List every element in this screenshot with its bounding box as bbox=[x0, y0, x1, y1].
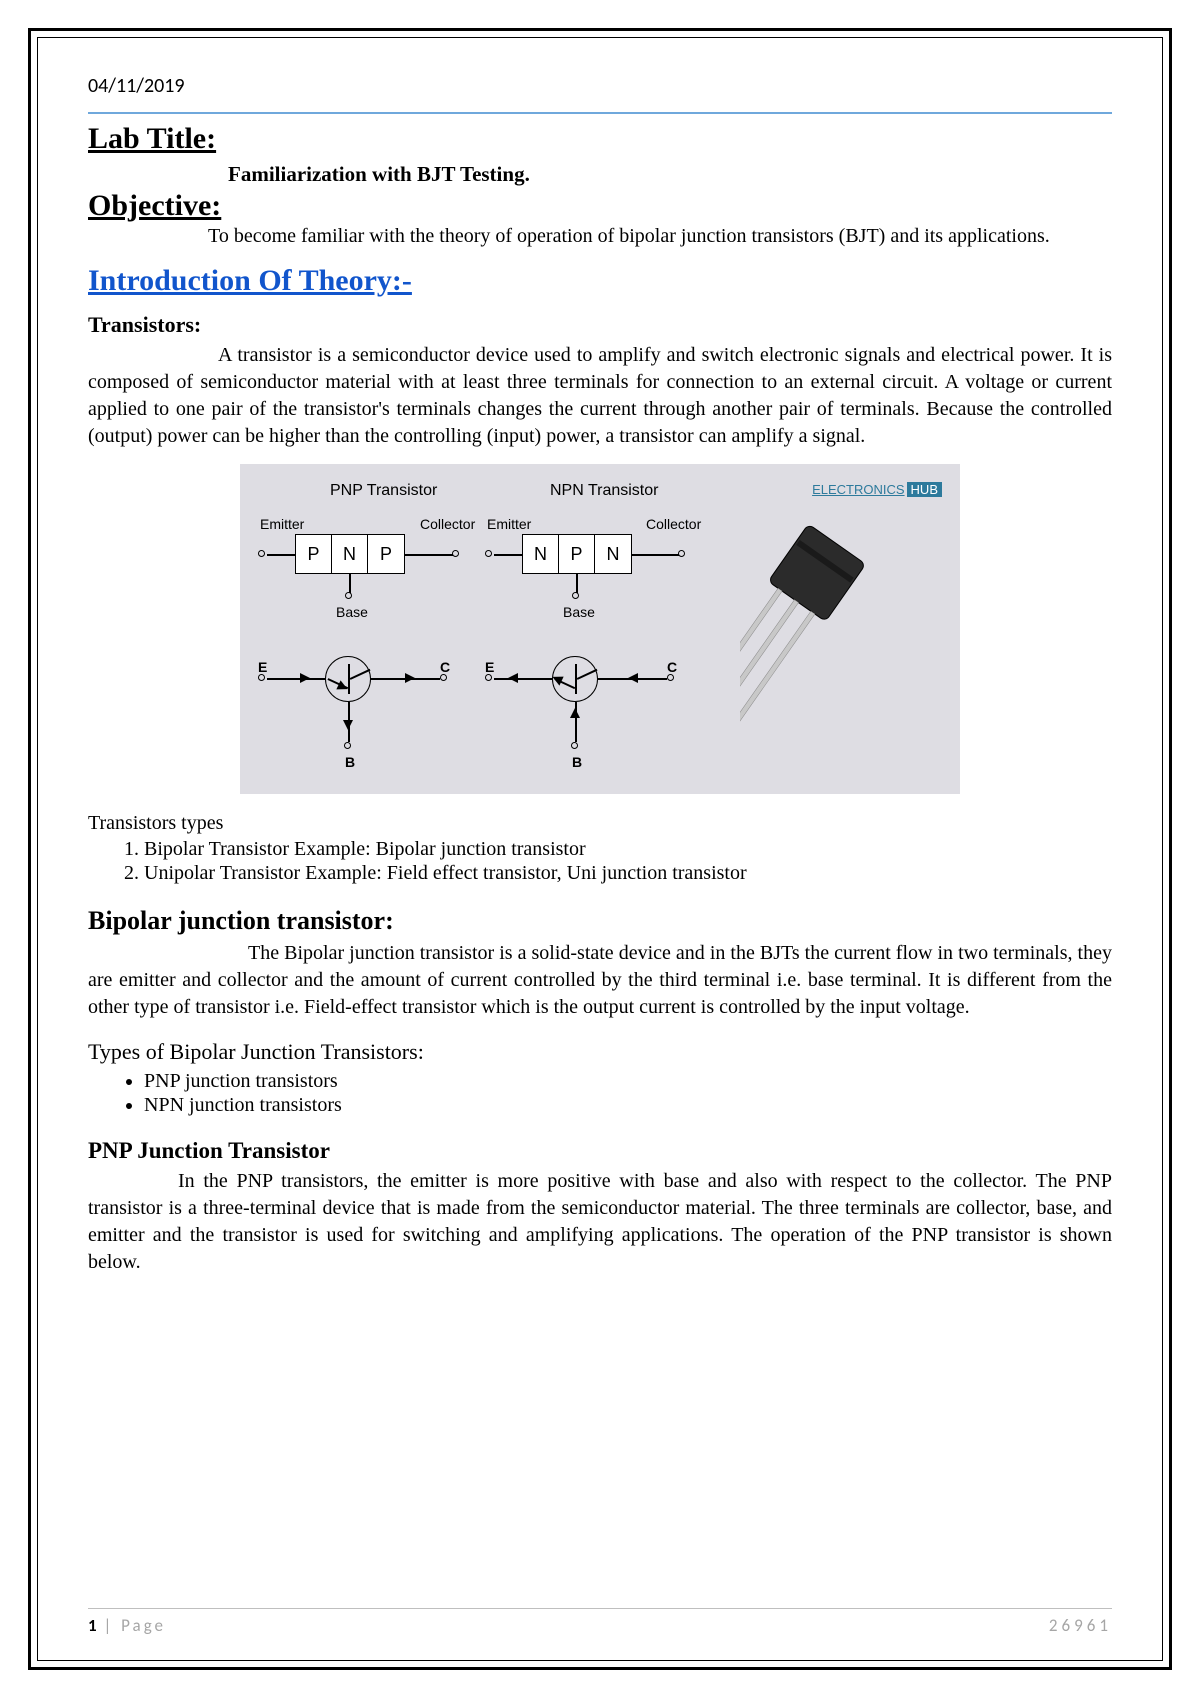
lab-title-heading: Lab Title: bbox=[88, 122, 1112, 156]
pnp-sym-c: C bbox=[440, 659, 450, 675]
pnp-collector-terminal bbox=[452, 550, 459, 557]
pnp-emitter-label: Emitter bbox=[260, 516, 304, 532]
npn-sym-b-arrow bbox=[570, 708, 580, 718]
npn-sym-b: B bbox=[572, 754, 582, 770]
npn-base-terminal bbox=[572, 592, 579, 599]
pnp-base-lead bbox=[349, 574, 351, 594]
figure-watermark: ELECTRONICSHUB bbox=[812, 482, 942, 497]
pnp-sym-c-arrow bbox=[405, 673, 415, 683]
npn-p: P bbox=[559, 535, 595, 573]
transistors-para: A transistor is a semiconductor device u… bbox=[88, 342, 1112, 450]
npn-collector-lead bbox=[632, 554, 680, 556]
pnp-para: In the PNP transistors, the emitter is m… bbox=[88, 1168, 1112, 1276]
figure-container: PNP Transistor NPN Transistor ELECTRONIC… bbox=[88, 464, 1112, 794]
npn-emitter-lead bbox=[494, 554, 522, 556]
npn-sym-c-arrow bbox=[628, 673, 638, 683]
transistors-heading: Transistors: bbox=[88, 312, 1112, 338]
pnp-sym-b-arrow bbox=[343, 720, 353, 730]
pnp-heading: PNP Junction Transistor bbox=[88, 1138, 1112, 1164]
bjt-type-1: PNP junction transistors bbox=[144, 1070, 1112, 1093]
pnp-base-label: Base bbox=[336, 604, 368, 620]
bjt-types-list: PNP junction transistors NPN junction tr… bbox=[144, 1069, 1112, 1118]
pnp-p1: P bbox=[296, 535, 332, 573]
bjt-type-2: NPN junction transistors bbox=[144, 1094, 1112, 1117]
bjt-types-heading: Types of Bipolar Junction Transistors: bbox=[88, 1039, 1112, 1065]
footer-left: 1 | Page bbox=[88, 1615, 166, 1636]
npn-sym-e-arrow bbox=[508, 673, 518, 683]
types-list: Bipolar Transistor Example: Bipolar junc… bbox=[144, 837, 1112, 886]
npn-base-lead bbox=[576, 574, 578, 594]
type-item-1: Bipolar Transistor Example: Bipolar junc… bbox=[144, 838, 1112, 861]
pnp-collector-lead bbox=[405, 554, 443, 556]
npn-n2: N bbox=[595, 535, 631, 573]
header-divider bbox=[88, 112, 1112, 114]
pnp-sym-e-lead bbox=[267, 678, 325, 680]
pnp-emitter-lead bbox=[267, 554, 295, 556]
pnp-heading: PNP Transistor bbox=[330, 482, 437, 500]
pnp-n: N bbox=[332, 535, 368, 573]
footer-id: 26961 bbox=[1049, 1615, 1112, 1636]
transistor-package bbox=[740, 524, 920, 764]
objective-text: To become familiar with the theory of op… bbox=[88, 223, 1112, 250]
pnp-base-terminal bbox=[345, 592, 352, 599]
page-label: Page bbox=[121, 1615, 166, 1636]
type-item-2: Unipolar Transistor Example: Field effec… bbox=[144, 862, 1112, 885]
npn-sym-e: E bbox=[485, 659, 494, 675]
pnp-p2: P bbox=[368, 535, 404, 573]
pnp-sym-c-term bbox=[440, 674, 447, 681]
npn-collector-terminal bbox=[678, 550, 685, 557]
npn-emitter-label: Emitter bbox=[487, 516, 531, 532]
npn-sym-e-term bbox=[485, 674, 492, 681]
objective-heading: Objective: bbox=[88, 189, 1112, 223]
npn-sym-c-term bbox=[667, 674, 674, 681]
npn-sym-b-term bbox=[571, 742, 578, 749]
page-number: 1 bbox=[88, 1615, 97, 1636]
watermark-box: HUB bbox=[907, 482, 942, 497]
npn-collector-label: Collector bbox=[646, 516, 701, 532]
page-sep: | bbox=[97, 1615, 122, 1636]
pnp-sym-e: E bbox=[258, 659, 267, 675]
npn-base-label: Base bbox=[563, 604, 595, 620]
lab-title-subtitle: Familiarization with BJT Testing. bbox=[228, 162, 1112, 187]
pnp-emitter-terminal bbox=[258, 550, 265, 557]
document-date: 04/11/2019 bbox=[88, 74, 1112, 98]
transistor-figure: PNP Transistor NPN Transistor ELECTRONIC… bbox=[240, 464, 960, 794]
pnp-block: P N P bbox=[295, 534, 405, 574]
npn-block: N P N bbox=[522, 534, 632, 574]
watermark-text: ELECTRONICS bbox=[812, 482, 904, 497]
npn-sym-e-lead bbox=[494, 678, 552, 680]
page-footer: 1 | Page 26961 bbox=[88, 1608, 1112, 1636]
npn-sym-c: C bbox=[667, 659, 677, 675]
npn-n1: N bbox=[523, 535, 559, 573]
types-label: Transistors types bbox=[88, 812, 1112, 835]
page-outer-border: 04/11/2019 Lab Title: Familiarization wi… bbox=[28, 28, 1172, 1670]
npn-emitter-terminal bbox=[485, 550, 492, 557]
pnp-sym-e-term bbox=[258, 674, 265, 681]
bjt-heading: Bipolar junction transistor: bbox=[88, 906, 1112, 936]
pnp-collector-label: Collector bbox=[420, 516, 475, 532]
pnp-sym-b-term bbox=[344, 742, 351, 749]
pnp-sym-e-arrow bbox=[300, 673, 310, 683]
bjt-para: The Bipolar junction transistor is a sol… bbox=[88, 940, 1112, 1021]
pnp-sym-b: B bbox=[345, 754, 355, 770]
page-inner-border: 04/11/2019 Lab Title: Familiarization wi… bbox=[37, 37, 1163, 1661]
intro-heading: Introduction Of Theory:- bbox=[88, 264, 1112, 298]
npn-heading: NPN Transistor bbox=[550, 482, 658, 500]
